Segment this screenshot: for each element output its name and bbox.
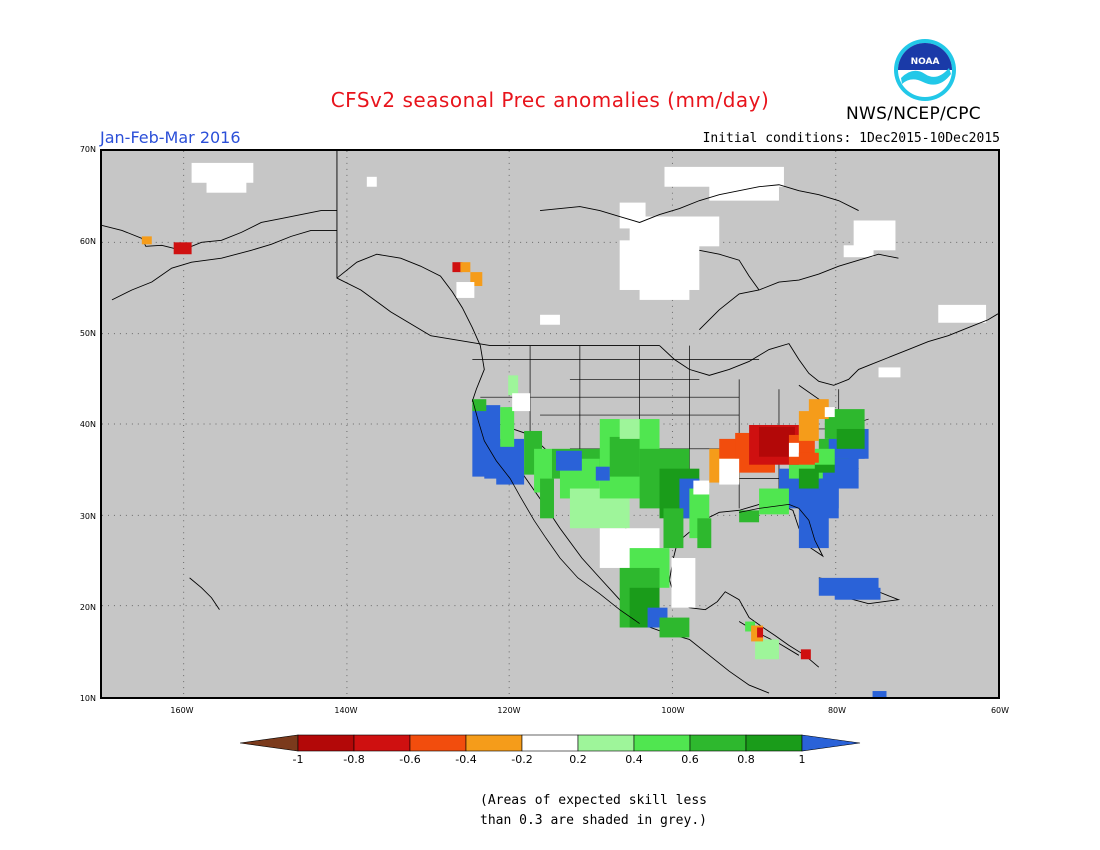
colorbar-label: 0.6 bbox=[681, 753, 699, 766]
lat-label: 20N bbox=[79, 603, 96, 612]
colorbar-swatch bbox=[745, 734, 803, 752]
forecast-period: Jan-Feb-Mar 2016 bbox=[100, 128, 241, 147]
lat-label: 10N bbox=[79, 694, 96, 703]
logo-text: NOAA bbox=[911, 57, 940, 67]
lat-label: 40N bbox=[79, 420, 96, 429]
colorbar-label: -0.2 bbox=[511, 753, 533, 766]
colorbar-swatch bbox=[577, 734, 635, 752]
map-title: CFSv2 seasonal Prec anomalies (mm/day) bbox=[330, 88, 770, 112]
lat-label: 30N bbox=[79, 512, 96, 521]
colorbar-swatch bbox=[240, 734, 299, 752]
colorbar-label: -0.8 bbox=[343, 753, 365, 766]
lat-label: 60N bbox=[79, 237, 96, 246]
initial-conditions: Initial conditions: 1Dec2015-10Dec2015 bbox=[702, 131, 1000, 146]
lon-label: 140W bbox=[334, 706, 358, 715]
anomaly-cells-wet bbox=[472, 375, 887, 697]
noaa-logo: NOAA bbox=[894, 39, 956, 101]
colorbar-swatch bbox=[297, 734, 355, 752]
colorbar-label: -0.6 bbox=[399, 753, 421, 766]
colorbar-swatch bbox=[409, 734, 467, 752]
colorbar-swatch bbox=[689, 734, 747, 752]
lon-label: 100W bbox=[661, 706, 685, 715]
lat-label: 70N bbox=[79, 145, 96, 154]
coastline-overlay bbox=[471, 399, 822, 624]
colorbar-label: -1 bbox=[292, 753, 304, 766]
lon-label: 60W bbox=[990, 706, 1010, 715]
lon-label: 120W bbox=[497, 706, 521, 715]
precip-anomaly-map bbox=[100, 149, 1000, 699]
skill-note: (Areas of expected skill less than 0.3 a… bbox=[440, 791, 760, 831]
colorbar-label: 0.2 bbox=[569, 753, 587, 766]
near-zero-patches bbox=[191, 162, 987, 378]
colorbar-label: 1 bbox=[798, 753, 806, 766]
colorbar-swatch bbox=[633, 734, 691, 752]
colorbar-swatch bbox=[521, 734, 579, 752]
colorbar-label: 0.8 bbox=[737, 753, 755, 766]
lon-label: 80W bbox=[827, 706, 847, 715]
colorbar-swatch bbox=[353, 734, 411, 752]
colorbar bbox=[240, 734, 861, 752]
colorbar-label: -0.4 bbox=[455, 753, 477, 766]
agency-label: NWS/NCEP/CPC bbox=[846, 104, 981, 124]
lat-label: 50N bbox=[79, 329, 96, 338]
colorbar-label: 0.4 bbox=[625, 753, 643, 766]
lon-label: 160W bbox=[170, 706, 194, 715]
colorbar-swatch bbox=[801, 734, 861, 752]
skill-note-line: than 0.3 are shaded in grey.) bbox=[480, 813, 707, 828]
skill-note-line: (Areas of expected skill less bbox=[480, 793, 707, 808]
anomaly-cells-dry bbox=[141, 236, 835, 660]
colorbar-swatch bbox=[465, 734, 523, 752]
